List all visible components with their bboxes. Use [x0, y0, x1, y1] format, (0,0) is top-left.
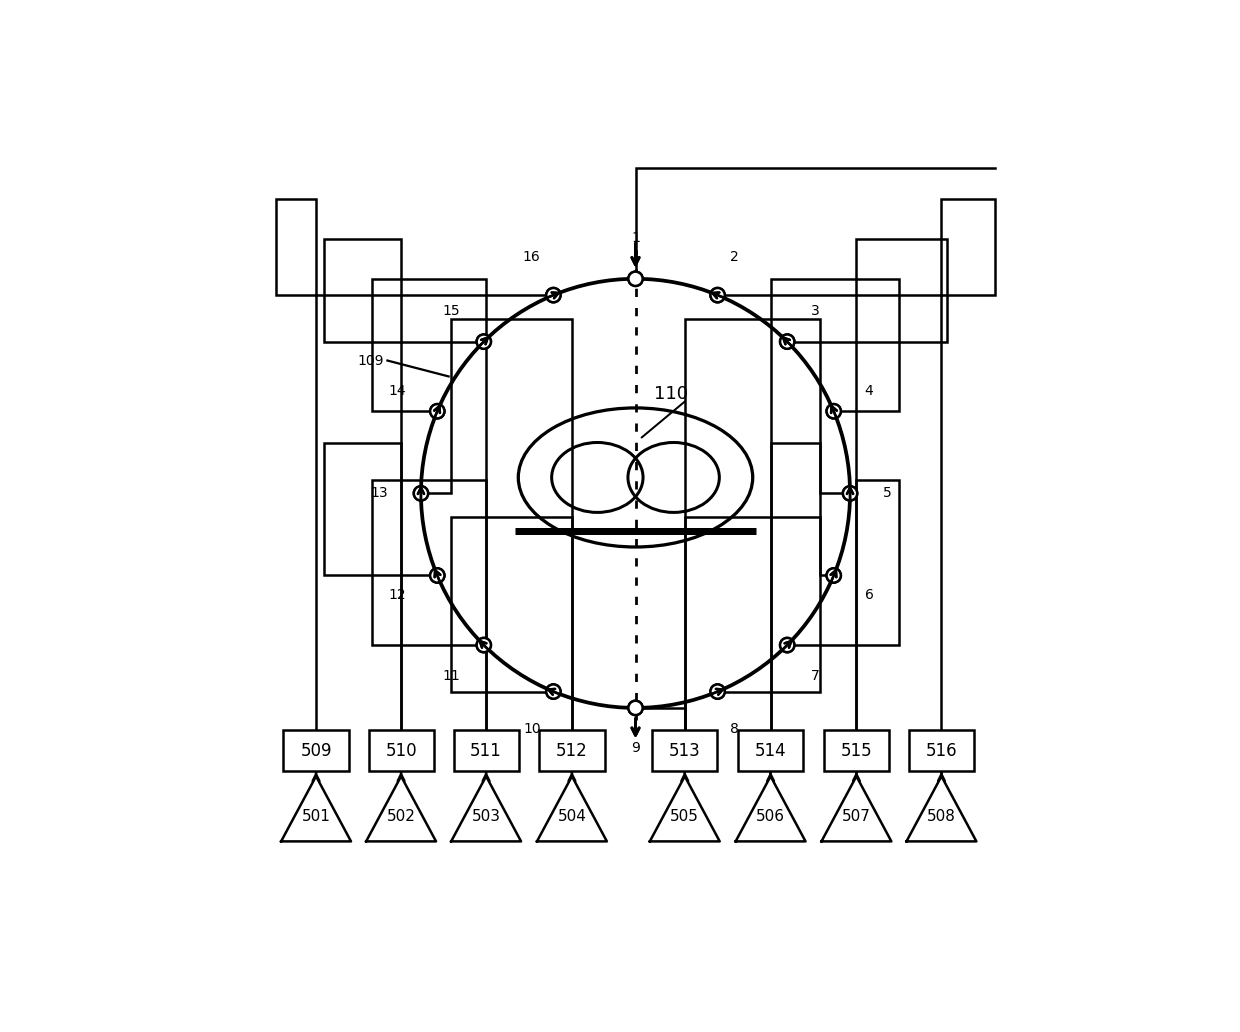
Circle shape — [827, 569, 841, 583]
Circle shape — [827, 405, 841, 418]
Text: 515: 515 — [841, 742, 872, 760]
Text: 10: 10 — [523, 722, 541, 737]
Text: 14: 14 — [389, 385, 407, 398]
Text: 12: 12 — [389, 588, 407, 603]
Circle shape — [476, 334, 491, 349]
Text: 1: 1 — [631, 231, 640, 246]
Text: 3: 3 — [811, 304, 820, 318]
Text: 516: 516 — [925, 742, 957, 760]
Circle shape — [711, 288, 724, 302]
Bar — [454, 731, 518, 772]
Circle shape — [629, 271, 642, 286]
Circle shape — [843, 486, 857, 501]
Circle shape — [629, 271, 642, 286]
Circle shape — [780, 334, 795, 349]
Text: 504: 504 — [558, 809, 587, 825]
Text: 509: 509 — [300, 742, 332, 760]
Text: 511: 511 — [470, 742, 502, 760]
Text: 15: 15 — [443, 304, 460, 318]
Text: 508: 508 — [928, 809, 956, 825]
Circle shape — [711, 288, 724, 302]
Text: 109: 109 — [357, 354, 383, 367]
Text: 2: 2 — [730, 251, 739, 264]
Circle shape — [843, 486, 857, 501]
Text: 13: 13 — [370, 486, 388, 501]
Bar — [539, 731, 605, 772]
Circle shape — [827, 405, 841, 418]
Text: 8: 8 — [730, 722, 739, 737]
Text: 510: 510 — [386, 742, 417, 760]
Circle shape — [711, 684, 724, 699]
Circle shape — [547, 684, 560, 699]
Circle shape — [547, 288, 560, 302]
Circle shape — [547, 288, 560, 302]
Bar — [368, 731, 434, 772]
Text: 503: 503 — [471, 809, 501, 825]
Bar — [909, 731, 973, 772]
Text: 9: 9 — [631, 741, 640, 755]
Circle shape — [547, 684, 560, 699]
Circle shape — [476, 638, 491, 652]
Bar — [652, 731, 718, 772]
Bar — [823, 731, 889, 772]
Text: 507: 507 — [842, 809, 870, 825]
Text: 4: 4 — [864, 385, 873, 398]
Circle shape — [629, 701, 642, 715]
Text: 7: 7 — [811, 669, 820, 682]
Circle shape — [430, 405, 444, 418]
Circle shape — [780, 638, 795, 652]
Text: 501: 501 — [301, 809, 331, 825]
Circle shape — [780, 638, 795, 652]
Text: 11: 11 — [443, 669, 460, 682]
Text: 506: 506 — [756, 809, 785, 825]
Circle shape — [476, 334, 491, 349]
Circle shape — [414, 486, 428, 501]
Circle shape — [827, 569, 841, 583]
Circle shape — [476, 638, 491, 652]
Circle shape — [414, 486, 428, 501]
Circle shape — [711, 684, 724, 699]
Text: 512: 512 — [556, 742, 588, 760]
Text: 513: 513 — [668, 742, 701, 760]
Circle shape — [629, 701, 642, 715]
Circle shape — [430, 569, 444, 583]
Text: 502: 502 — [387, 809, 415, 825]
Text: 6: 6 — [864, 588, 873, 603]
Text: 514: 514 — [755, 742, 786, 760]
Text: 505: 505 — [671, 809, 699, 825]
Text: 110: 110 — [655, 385, 688, 404]
Circle shape — [430, 569, 444, 583]
Bar — [738, 731, 804, 772]
Bar — [284, 731, 348, 772]
Text: 5: 5 — [883, 486, 892, 501]
Text: 16: 16 — [523, 251, 541, 264]
Circle shape — [780, 334, 795, 349]
Circle shape — [430, 405, 444, 418]
